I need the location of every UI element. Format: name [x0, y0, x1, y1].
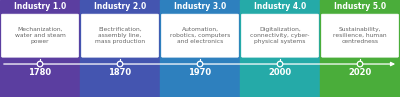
Text: 2000: 2000: [268, 68, 292, 77]
Text: Industry 5.0: Industry 5.0: [334, 2, 386, 11]
Text: Industry 4.0: Industry 4.0: [254, 2, 306, 11]
Circle shape: [197, 61, 203, 67]
Text: Sustainability,
resilience, human
centredness: Sustainability, resilience, human centre…: [333, 27, 387, 44]
Text: Industry 2.0: Industry 2.0: [94, 2, 146, 11]
Text: Industry 1.0: Industry 1.0: [14, 2, 66, 11]
Text: Mechanization,
water and steam
power: Mechanization, water and steam power: [14, 27, 66, 44]
FancyBboxPatch shape: [321, 14, 399, 57]
Bar: [320, 0, 400, 97]
Text: Electrification,
assembly line,
mass production: Electrification, assembly line, mass pro…: [95, 27, 145, 44]
FancyBboxPatch shape: [1, 14, 79, 57]
FancyBboxPatch shape: [81, 14, 159, 57]
Circle shape: [277, 61, 283, 67]
FancyBboxPatch shape: [241, 14, 319, 57]
Text: 1970: 1970: [188, 68, 212, 77]
Bar: [240, 0, 320, 97]
Bar: [0, 0, 80, 97]
Bar: [160, 0, 240, 97]
Circle shape: [37, 61, 43, 67]
Text: 2020: 2020: [348, 68, 372, 77]
Text: 1870: 1870: [108, 68, 132, 77]
Bar: [80, 0, 160, 97]
Text: Automation,
robotics, computers
and electronics: Automation, robotics, computers and elec…: [170, 27, 230, 44]
FancyBboxPatch shape: [161, 14, 239, 57]
Text: 1780: 1780: [28, 68, 52, 77]
Text: Industry 3.0: Industry 3.0: [174, 2, 226, 11]
Text: Digitalization,
connectivity, cyber-
physical systems: Digitalization, connectivity, cyber- phy…: [250, 27, 310, 44]
Circle shape: [357, 61, 363, 67]
Circle shape: [117, 61, 123, 67]
